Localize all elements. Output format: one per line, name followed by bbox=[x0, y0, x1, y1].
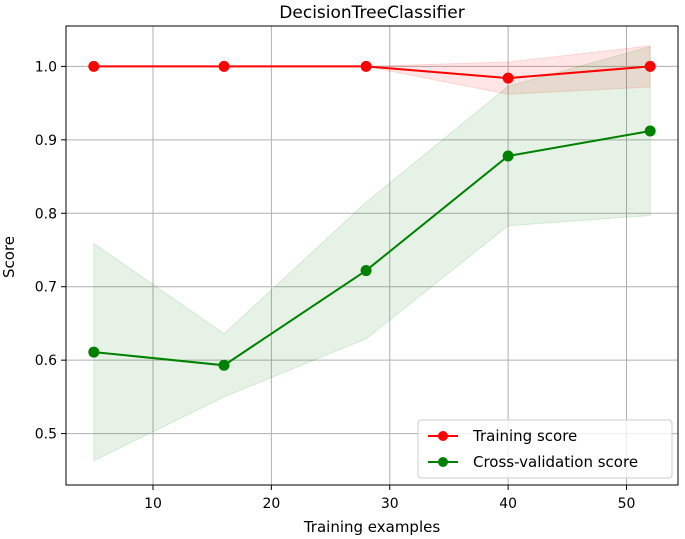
training-score-point bbox=[218, 60, 230, 72]
legend: Training score Cross-validation score bbox=[417, 419, 673, 479]
cv-score-band bbox=[93, 45, 651, 462]
y-axis-ticks: 0.5 0.6 0.7 0.8 0.9 1.0 bbox=[35, 59, 66, 443]
legend-training-marker bbox=[438, 431, 448, 441]
training-score-point bbox=[644, 60, 656, 72]
y-tick-label: 1.0 bbox=[35, 59, 57, 75]
cv-score-point bbox=[502, 150, 514, 162]
training-score-point bbox=[88, 60, 100, 72]
x-tick-label: 20 bbox=[262, 496, 280, 512]
legend-cv-label: Cross-validation score bbox=[473, 453, 638, 471]
y-tick-label: 0.7 bbox=[35, 280, 57, 296]
cv-score-point bbox=[644, 125, 656, 137]
x-tick-label: 50 bbox=[618, 496, 636, 512]
x-tick-label: 40 bbox=[499, 496, 517, 512]
x-tick-label: 30 bbox=[381, 496, 399, 512]
y-tick-label: 0.8 bbox=[35, 206, 57, 222]
plot-frame bbox=[65, 25, 679, 486]
x-axis-ticks: 10 20 30 40 50 bbox=[144, 485, 635, 512]
y-axis-title: Score bbox=[0, 236, 18, 278]
x-tick-label: 10 bbox=[144, 496, 162, 512]
chart-title: DecisionTreeClassifier bbox=[279, 3, 464, 23]
legend-box bbox=[417, 419, 673, 479]
cv-score-point bbox=[360, 265, 372, 277]
x-axis-title: Training examples bbox=[303, 518, 441, 536]
data-points bbox=[88, 60, 656, 371]
cv-score-point bbox=[88, 346, 100, 358]
y-tick-label: 0.5 bbox=[35, 427, 57, 443]
legend-cv-marker bbox=[438, 457, 448, 467]
legend-training-label: Training score bbox=[472, 427, 577, 445]
training-score-point bbox=[360, 60, 372, 72]
y-tick-label: 0.9 bbox=[35, 133, 57, 149]
cv-score-point bbox=[218, 359, 230, 371]
training-score-point bbox=[502, 72, 514, 84]
y-tick-label: 0.6 bbox=[35, 353, 57, 369]
